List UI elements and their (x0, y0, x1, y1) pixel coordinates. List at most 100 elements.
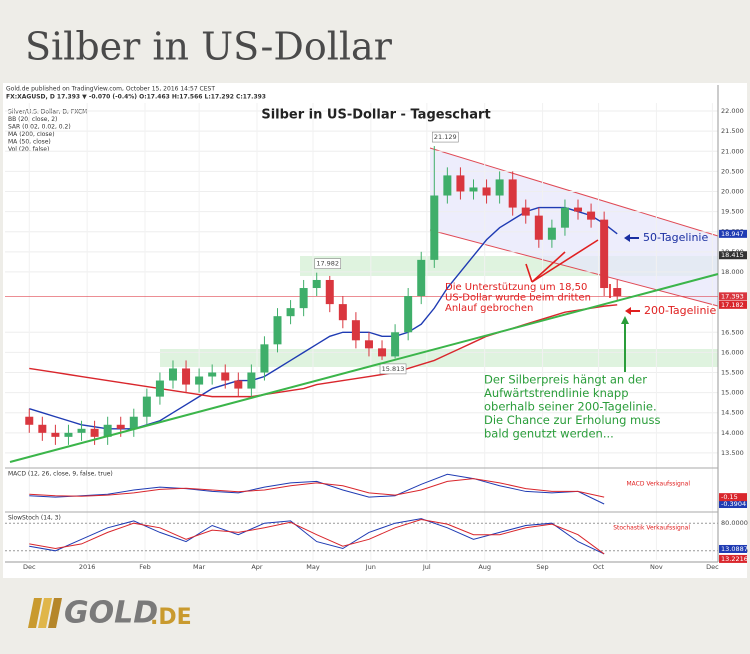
trend-note: Aufwärtstrendlinie knapp (484, 386, 629, 400)
price-label-box (379, 363, 407, 375)
y-tick-label: 80.0000 (721, 519, 748, 527)
y-tick-label: 19.500 (721, 208, 744, 216)
candle-body (168, 368, 177, 381)
y-tick-label: 20.500 (721, 167, 744, 175)
indicator-label: Silver/U.S. Dollar, D, FXCM (8, 109, 87, 116)
candle-body (51, 432, 60, 437)
y-tick-label: 16.500 (721, 328, 744, 336)
support-arrows (525, 239, 611, 298)
candle-body (495, 179, 504, 196)
candle-body (25, 416, 34, 425)
symbol-line: FX:XAGUSD, D 17.393 ▼ -0.070 (-0.4%) O:1… (6, 94, 266, 101)
x-tick-label: Jul (422, 563, 431, 571)
candle-body (312, 279, 321, 289)
candle-body (469, 187, 478, 192)
price-label-box (431, 131, 459, 143)
candle-body (378, 348, 387, 357)
x-tick-label: Nov (650, 563, 663, 571)
candle-body (182, 368, 191, 385)
candle-body (364, 340, 373, 349)
candle-body (338, 304, 347, 321)
value-box (719, 251, 747, 260)
value-box (719, 300, 747, 309)
channel-top (429, 147, 719, 237)
logo-name: GOLD (64, 596, 158, 631)
x-tick-label: Sep (536, 563, 548, 571)
candle-body (129, 416, 138, 429)
candle-body (534, 215, 543, 240)
y-tick-label: 13.500 (721, 449, 744, 457)
source-line: Gold.de published on TradingView.com, Oc… (6, 86, 215, 93)
value-box-label: 18.947 (721, 230, 744, 238)
ma50-arrowhead (624, 234, 630, 242)
chart-title: Silber in US-Dollar - Tageschart (261, 108, 490, 123)
y-tick-label: 14.000 (721, 429, 744, 437)
value-box (719, 500, 747, 509)
candle-body (482, 187, 491, 196)
y-tick-label: 20.000 (721, 187, 744, 195)
y-tick-label: 22.000 (721, 107, 744, 115)
trend-note: bald genutzt werden... (484, 427, 614, 441)
panel-note: MACD Verkaufssignal (626, 481, 690, 488)
candle-body (560, 207, 569, 228)
series-line (29, 519, 605, 555)
x-tick-label: Jun (365, 563, 376, 571)
y-tick-label: 15.500 (721, 368, 744, 376)
indicator-label: BB (20, close, 2) (8, 116, 57, 123)
candle-body (351, 320, 360, 341)
indicator-label: Vol (20, false) (8, 146, 49, 153)
candle-body (77, 428, 86, 433)
trend-note: Der Silberpreis hängt an der (484, 373, 647, 387)
price-label: 17.982 (316, 260, 339, 268)
candle-body (508, 179, 517, 208)
support-note: Die Unterstützung um 18,50 (445, 282, 587, 293)
x-tick-label: Apr (251, 563, 263, 571)
trend-note: oberhalb seiner 200-Tagelinie. (484, 400, 657, 414)
value-box (719, 544, 747, 553)
candle-body (208, 372, 217, 377)
y-tick-label: 21.000 (721, 147, 744, 155)
x-tick-label: Dec (23, 563, 36, 571)
trend-arrowhead (621, 316, 629, 324)
candle-body (103, 424, 112, 437)
y-tick-label: 21.500 (721, 127, 744, 135)
page-title: Silber in US-Dollar (25, 25, 393, 69)
value-box (719, 229, 747, 238)
value-box-label: -0.15 (721, 493, 738, 501)
panel-title: MACD (12, 26, close, 9, false, true) (8, 471, 113, 478)
logo-suffix: .DE (150, 605, 192, 630)
x-tick-label: Mar (193, 563, 206, 571)
candle-body (234, 380, 243, 389)
y-tick-label: 14.500 (721, 409, 744, 417)
uptrend-line (9, 273, 719, 463)
candle-body (38, 424, 47, 433)
candle-body (600, 219, 609, 289)
value-box-label: 13.2216 (721, 555, 748, 563)
candle-body (391, 332, 400, 357)
indicator-label: MA (200, close) (8, 131, 55, 138)
y-tick-label: 15.000 (721, 389, 744, 397)
candle-body (574, 207, 583, 212)
x-tick-label: Dec (706, 563, 719, 571)
price-label: 21.129 (434, 133, 457, 141)
candle-body (273, 316, 282, 345)
value-box (719, 493, 747, 502)
series-line (29, 206, 618, 430)
value-box-label: 13.0887 (721, 545, 748, 553)
candle-body (521, 207, 530, 216)
value-box (719, 292, 747, 301)
candle-body (547, 227, 556, 240)
candle-body (195, 376, 204, 385)
series-line (29, 518, 605, 555)
price-label-box (314, 258, 342, 269)
x-tick-label: Feb (139, 563, 151, 571)
y-tick-label: 16.000 (721, 348, 744, 356)
value-box-label: 18.415 (721, 251, 744, 259)
ma200-label: 200-Tagelinie (644, 304, 716, 317)
x-tick-label: Oct (593, 563, 605, 571)
support-note: Anlauf gebrochen (445, 303, 533, 314)
value-box (719, 554, 747, 563)
candle-body (443, 175, 452, 196)
